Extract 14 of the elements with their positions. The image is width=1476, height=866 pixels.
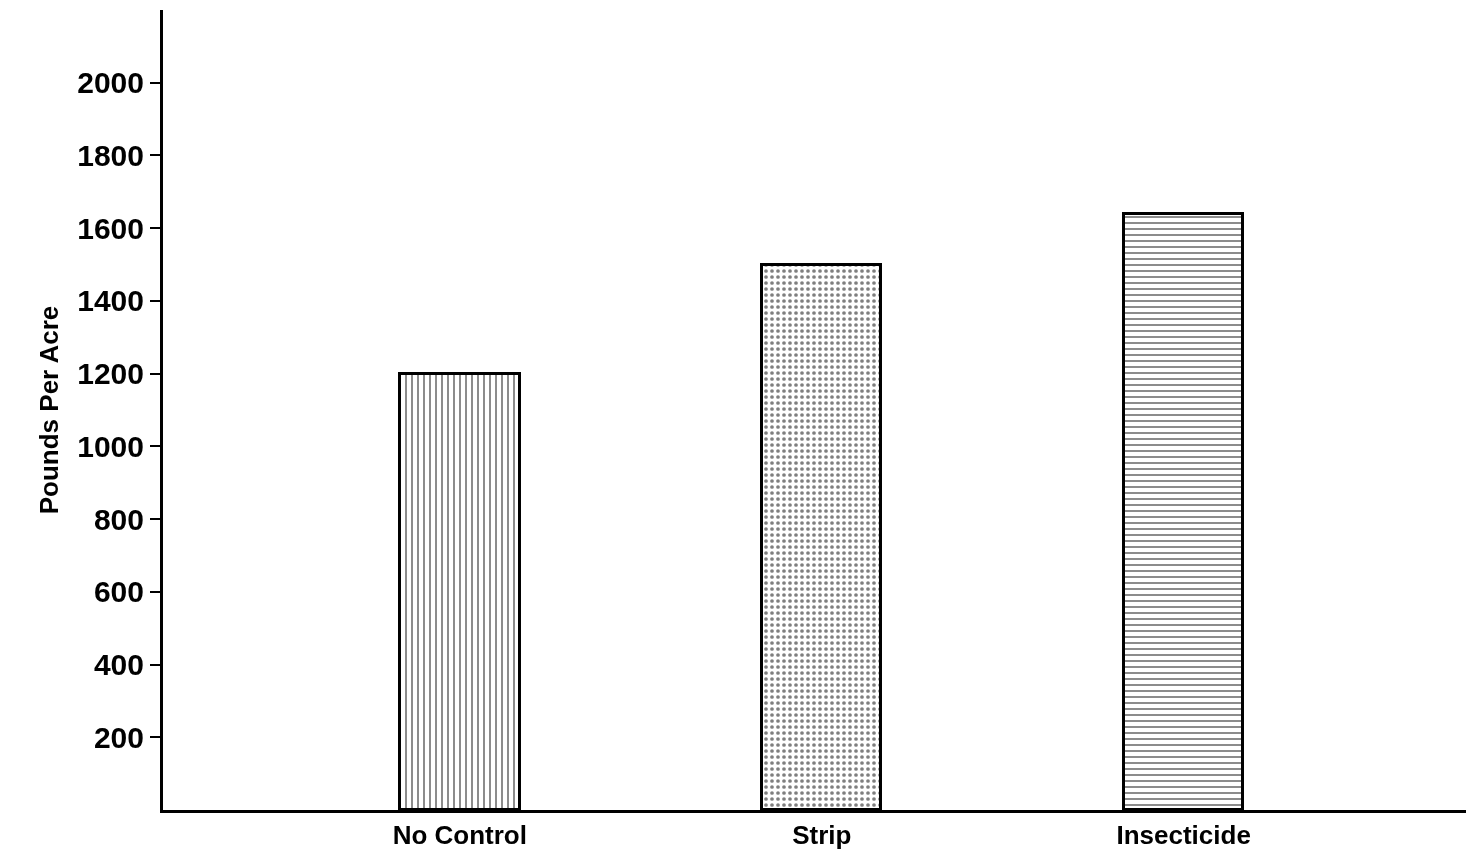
y-tick-label: 1200 <box>77 357 144 391</box>
y-axis-title: Pounds Per Acre <box>33 305 64 515</box>
x-tick-label: Strip <box>792 820 852 851</box>
x-tick-label: No Control <box>392 820 527 851</box>
y-tick-label: 200 <box>93 720 144 754</box>
x-tick-label: Insecticide <box>1116 820 1251 851</box>
y-tick-label: 600 <box>93 575 144 609</box>
y-tick-label: 800 <box>93 502 144 536</box>
y-tick-label: 1000 <box>77 429 144 463</box>
y-tick-label: 1600 <box>77 211 144 245</box>
y-tick-label: 1800 <box>77 138 144 172</box>
y-tick-label: 2000 <box>77 66 144 100</box>
y-tick-label: 400 <box>93 648 144 682</box>
y-tick-label: 1400 <box>77 284 144 318</box>
